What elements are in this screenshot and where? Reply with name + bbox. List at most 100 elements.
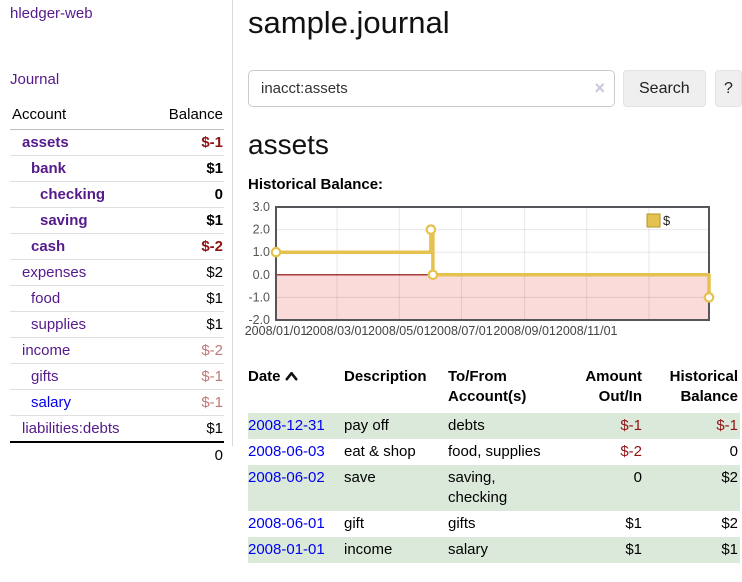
transaction-description: pay off [344,413,448,439]
column-header-label: Date [248,368,281,385]
y-tick-label: -2.0 [248,313,270,327]
accounts-total-balance: 0 [140,441,224,468]
account-link-checking[interactable]: checking [40,186,106,203]
legend-label: $ [663,213,671,228]
x-tick-label: 2008/03/01 [306,324,369,338]
transaction-date-link[interactable]: 2008-06-02 [248,469,325,486]
register-row: 2008-12-31 pay off debts $-1 $-1 [248,413,740,439]
account-balance: $1 [140,207,224,234]
transaction-date-link[interactable]: 2008-12-31 [248,417,325,434]
transaction-accounts: gifts [448,515,476,532]
sidebar-item-journal[interactable]: Journal [10,71,60,88]
account-link-saving[interactable]: saving [40,212,88,229]
sort-ascending-icon [285,367,298,387]
column-header-date[interactable]: Date [248,367,344,413]
clear-search-icon[interactable]: × [594,78,605,98]
account-link-cash[interactable]: cash [31,238,66,255]
column-header-label: Amount Out/In [585,368,642,405]
page-title: sample.journal [248,5,450,40]
app-title-link[interactable]: hledger-web [10,5,93,22]
transaction-accounts: salary [448,537,566,563]
accounts-total-row: 0 [10,441,224,468]
transaction-balance: $2 [644,465,740,511]
account-row: income $-2 [10,337,224,364]
register-row: 2008-06-02 save saving, checking 0 $2 [248,465,740,511]
y-tick-label: 2.0 [253,223,270,237]
transaction-description: income [344,537,448,563]
register-row: 2008-06-01 gift gifts $1 $2 [248,511,740,537]
account-row: bank $1 [10,155,224,182]
chart-point-marker[interactable] [703,292,715,303]
column-header-amount: Amount Out/In [566,367,644,413]
chart-point-marker[interactable] [425,224,437,235]
accounts-table: Account Balance assets $-1 bank $1 checking 0… [10,104,224,468]
historical-balance-chart: $3.0 2.0 1.0 0.0 -1.0 -2.0 2008/01/01 2008/03/0… [245,200,742,347]
account-balance: $2 [140,259,224,286]
account-link-income[interactable]: income [22,342,71,359]
register-header-row: Date Description To/From Account(s) Amount … [248,367,740,413]
account-link-expenses[interactable]: expenses [22,264,87,281]
account-row: liabilities:debts $1 [10,415,224,442]
column-header-label: To/From Account(s) [448,368,527,405]
search-bar: × Search ? [248,70,742,107]
account-balance: $1 [140,285,224,312]
account-link-salary[interactable]: salary [31,394,72,411]
account-link-gifts[interactable]: gifts [31,368,59,385]
accounts-table-body: assets $-1 bank $1 checking 0 saving $1 cash $-2 e… [10,130,224,442]
transaction-amount: 0 [566,465,644,511]
y-tick-label: 1.0 [253,245,270,259]
account-balance: $1 [140,155,224,182]
transaction-amount: $1 [625,515,642,532]
account-row: assets $-1 [10,130,224,156]
x-tick-label: 2008/11/01 [556,324,618,338]
account-balance: $-1 [201,134,223,151]
main-content: sample.journal × Search ? assets Histori… [245,0,742,563]
account-row: expenses $2 [10,259,224,286]
account-row: food $1 [10,285,224,312]
account-row: gifts $-1 [10,363,224,390]
transaction-accounts: food, supplies [448,443,541,460]
transaction-date-link[interactable]: 2008-06-01 [248,515,325,532]
account-balance: $-2 [140,233,224,260]
column-header-label: Description [344,368,427,385]
help-button[interactable]: ? [715,70,742,107]
chart-negative-region [276,274,709,320]
legend-swatch [646,213,661,228]
account-link-food[interactable]: food [31,290,61,307]
y-tick-label: 0.0 [253,268,270,282]
chart-heading: Historical Balance: [248,176,384,193]
transaction-date-link[interactable]: 2008-01-01 [248,541,325,558]
y-tick-label: -1.0 [248,290,270,304]
account-balance: $-2 [140,337,224,364]
account-balance: 0 [140,181,224,208]
search-button[interactable]: Search [623,70,706,107]
accounts-header-account: Account [10,104,140,130]
transaction-description: eat & shop [344,443,416,460]
transaction-date-link[interactable]: 2008-06-03 [248,443,325,460]
transaction-balance: 0 [729,443,738,460]
account-balance: $1 [140,415,224,442]
transaction-balance: $-1 [644,413,740,439]
account-link-liabilities-debts[interactable]: liabilities:debts [22,420,120,437]
x-tick-label: 2008/09/01 [493,324,556,338]
transaction-accounts: saving, checking [448,465,566,511]
sidebar: hledger-web Journal Account Balance asse… [0,0,233,468]
transaction-balance: $1 [644,537,740,563]
account-row: cash $-2 [10,233,224,260]
x-tick-label: 2008/01/01 [245,324,308,338]
search-input[interactable] [248,70,615,107]
account-row: saving $1 [10,207,224,234]
transaction-amount: $1 [566,537,644,563]
column-header-label: Historical Balance [669,368,738,405]
account-link-bank[interactable]: bank [31,160,67,177]
chart-border [275,206,710,321]
chart-point-marker[interactable] [427,269,439,281]
account-balance: $-1 [140,389,224,416]
column-header-accounts: To/From Account(s) [448,367,566,413]
transaction-balance: $2 [721,515,738,532]
transaction-accounts: debts [448,413,566,439]
column-header-balance: Historical Balance [644,367,740,413]
account-link-assets[interactable]: assets [22,134,69,151]
chart-point-marker[interactable] [270,246,282,258]
account-link-supplies[interactable]: supplies [31,316,87,333]
